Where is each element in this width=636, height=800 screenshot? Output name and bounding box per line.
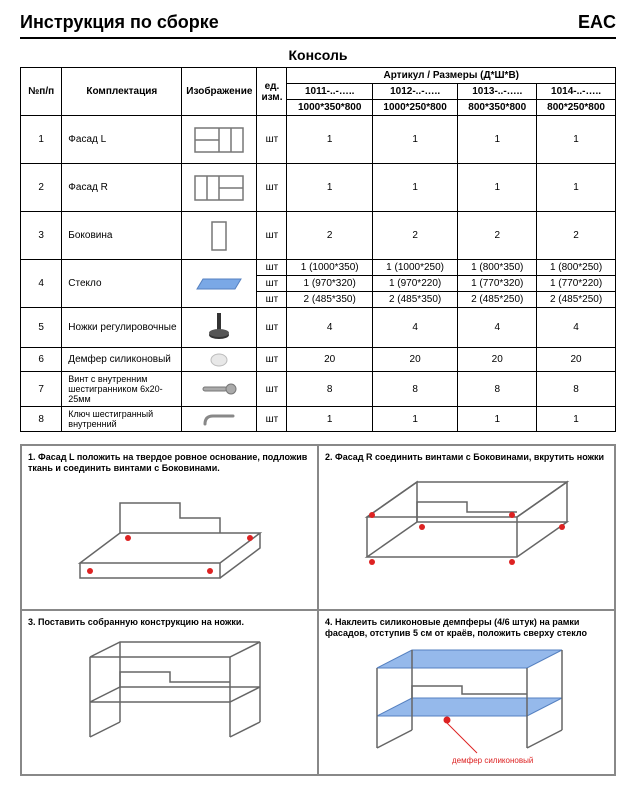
sku-2: 1013-..-….. xyxy=(458,84,537,100)
table-row: 4 Стекло шт 1 (1000*350) 1 (1000*250) 1 … xyxy=(21,260,616,276)
table-row: 6 Демфер силиконовый шт 20 20 20 20 xyxy=(21,348,616,372)
page-title: Инструкция по сборке xyxy=(20,12,219,33)
dim-2: 800*350*800 xyxy=(458,100,537,116)
dim-3: 800*250*800 xyxy=(537,100,616,116)
hexkey-icon xyxy=(182,407,257,432)
step-2: 2. Фасад R соединить винтами с Боковинам… xyxy=(318,445,615,610)
col-name: Комплектация xyxy=(62,68,182,116)
dim-0: 1000*350*800 xyxy=(287,100,372,116)
sku-0: 1011-..-….. xyxy=(287,84,372,100)
col-sku-header: Артикул / Размеры (Д*Ш*В) xyxy=(287,68,616,84)
col-unit: ед. изм. xyxy=(257,68,287,116)
step-4-diagram: демфер силиконовый xyxy=(325,643,608,763)
dim-1: 1000*250*800 xyxy=(372,100,457,116)
damper-label: демфер силиконовый xyxy=(452,756,533,765)
step-3: 3. Поставить собранную конструкцию на но… xyxy=(21,610,318,775)
table-row: 3 Боковина шт 2 2 2 2 xyxy=(21,212,616,260)
col-num: №п/п xyxy=(21,68,62,116)
damper-icon xyxy=(182,348,257,372)
step-3-diagram xyxy=(28,632,311,752)
table-row: 2 Фасад R шт 1 1 1 1 xyxy=(21,164,616,212)
sku-1: 1012-..-….. xyxy=(372,84,457,100)
glass-icon xyxy=(182,260,257,308)
bolt-icon xyxy=(182,372,257,407)
facade-l-icon xyxy=(182,116,257,164)
step-2-diagram xyxy=(325,467,608,587)
step-4: 4. Наклеить силиконовые демпферы (4/6 шт… xyxy=(318,610,615,775)
table-row: 1 Фасад L шт 1 1 1 1 xyxy=(21,116,616,164)
table-row: 5 Ножки регулировочные шт 4 4 4 4 xyxy=(21,308,616,348)
step-1: 1. Фасад L положить на твердое ровное ос… xyxy=(21,445,318,610)
col-img: Изображение xyxy=(182,68,257,116)
side-panel-icon xyxy=(182,212,257,260)
sku-3: 1014-..-….. xyxy=(537,84,616,100)
parts-table: №п/п Комплектация Изображение ед. изм. А… xyxy=(20,67,616,432)
table-row: 8 Ключ шестигранный внутренний шт 1 1 1 … xyxy=(21,407,616,432)
table-row: 7 Винт с внутренним шестигранником 6х20-… xyxy=(21,372,616,407)
page-header: Инструкция по сборке EAC xyxy=(20,12,616,39)
subtitle: Консоль xyxy=(20,47,616,63)
steps-grid: 1. Фасад L положить на твердое ровное ос… xyxy=(20,444,616,776)
eac-badge: EAC xyxy=(578,12,616,33)
leg-icon xyxy=(182,308,257,348)
facade-r-icon xyxy=(182,164,257,212)
step-1-diagram xyxy=(28,478,311,598)
